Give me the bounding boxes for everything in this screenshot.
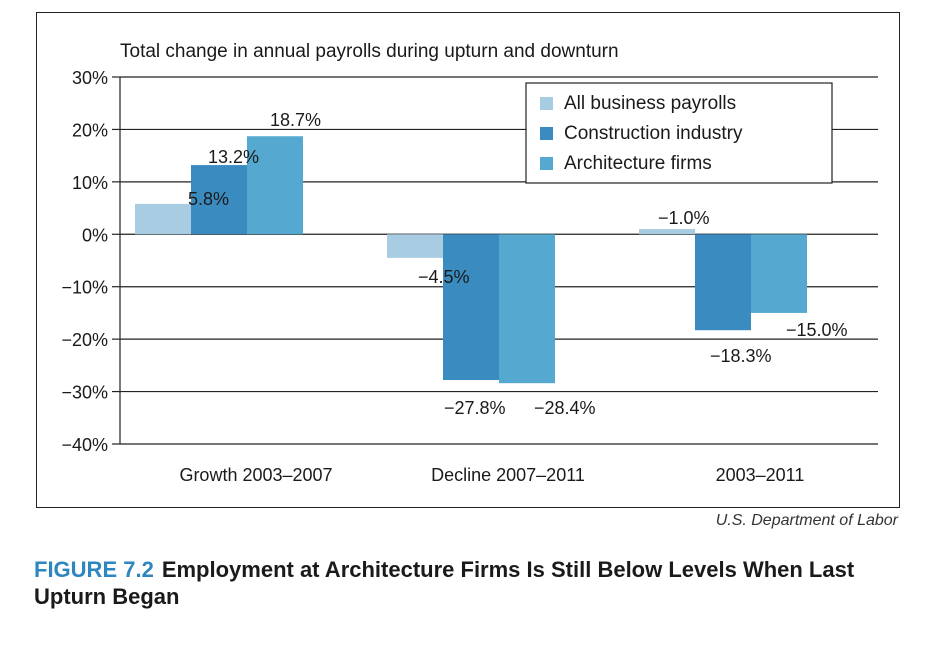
bar [191, 165, 247, 235]
chart-title: Total change in annual payrolls during u… [120, 41, 619, 62]
data-label: 5.8% [188, 189, 229, 209]
bar [247, 136, 303, 235]
y-tick-label: −20% [61, 330, 108, 350]
data-label: 13.2% [208, 147, 259, 167]
source-note: U.S. Department of Labor [715, 512, 898, 529]
bar [443, 234, 499, 381]
legend-swatch [540, 157, 553, 170]
bar [639, 229, 695, 235]
chart-frame: Total change in annual payrolls during u… [36, 12, 900, 508]
data-label: −28.4% [534, 398, 596, 418]
bar [695, 234, 751, 331]
bar [387, 234, 443, 258]
x-tick-label: Growth 2003–2007 [179, 465, 332, 485]
data-label: −27.8% [444, 398, 506, 418]
bar-chart: Total change in annual payrolls during u… [36, 12, 900, 508]
data-label: 18.7% [270, 110, 321, 130]
figure-title: Employment at Architecture Firms Is Stil… [34, 557, 855, 609]
y-tick-label: −40% [61, 435, 108, 455]
legend-swatch [540, 97, 553, 110]
legend-label: Construction industry [564, 123, 743, 144]
y-tick-label: 0% [82, 225, 108, 245]
data-label: −18.3% [710, 346, 772, 366]
bar [499, 234, 555, 384]
x-tick-label: 2003–2011 [716, 465, 805, 485]
legend-box [525, 82, 833, 184]
y-tick-label: 20% [72, 120, 108, 140]
chart-border [36, 12, 900, 508]
data-label: −1.0% [658, 208, 710, 228]
y-tick-label: 30% [72, 68, 108, 88]
x-tick-label: Decline 2007–2011 [431, 465, 585, 485]
y-tick-label: −30% [61, 383, 108, 403]
data-label: −4.5% [418, 267, 470, 287]
legend-label: All business payrolls [564, 93, 736, 114]
y-tick-label: 10% [72, 173, 108, 193]
data-label: −15.0% [786, 320, 848, 340]
bar [751, 234, 807, 313]
bar [135, 203, 191, 235]
figure-label: FIGURE 7.2 [34, 557, 154, 582]
figure-caption: FIGURE 7.2 Employment at Architecture Fir… [34, 556, 894, 610]
legend-label: Architecture firms [564, 153, 712, 174]
y-tick-label: −10% [61, 278, 108, 298]
legend-swatch [540, 127, 553, 140]
